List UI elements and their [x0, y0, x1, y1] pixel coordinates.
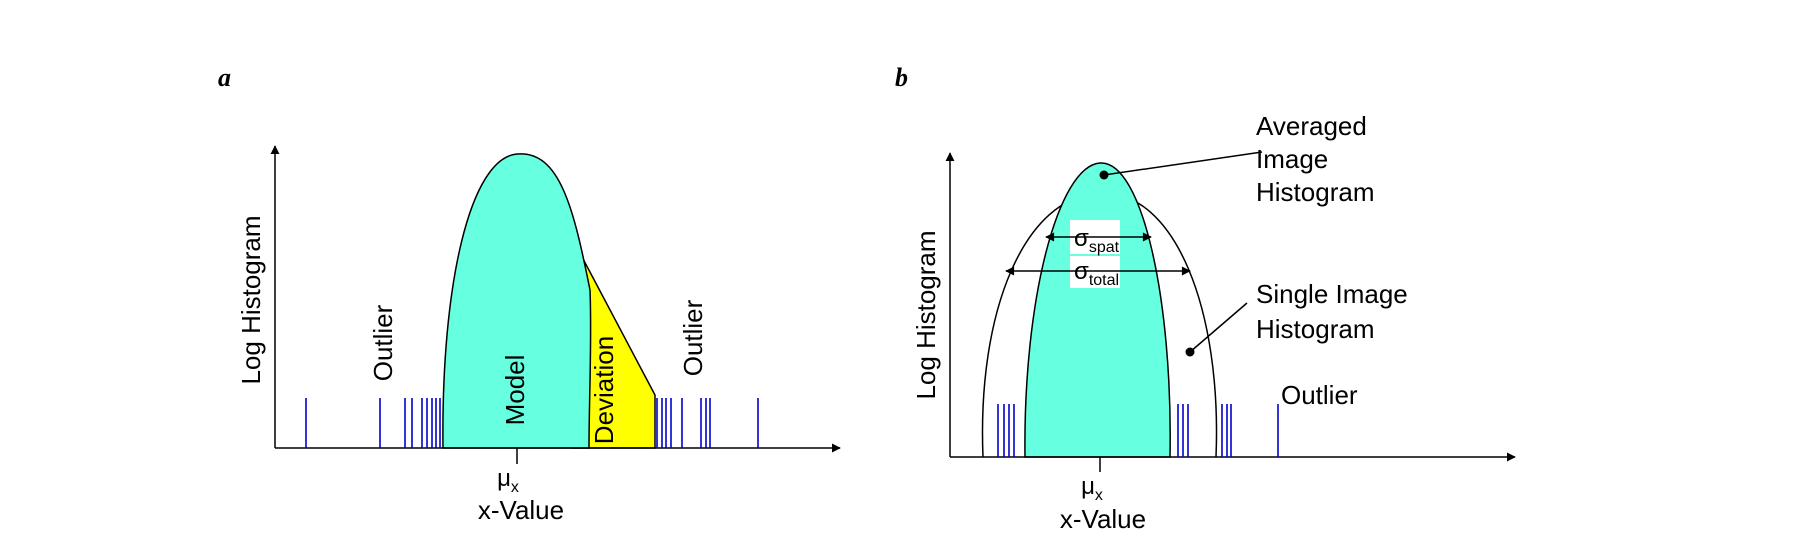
x-axis-label-a: x-Value — [478, 495, 564, 525]
model-label: Model — [500, 355, 530, 426]
single-label-line2: Histogram — [1256, 314, 1374, 344]
panel-a-label: a — [218, 63, 231, 92]
mu-subscript-b: x — [1095, 487, 1103, 504]
mu-symbol-b: μ — [1081, 473, 1095, 500]
sigma-total-subscript: total — [1089, 272, 1119, 289]
deviation-label: Deviation — [589, 336, 619, 444]
averaged-label-line3: Histogram — [1256, 177, 1374, 207]
outlier-right-label: Outlier — [678, 299, 708, 376]
mu-label-a: μx — [497, 465, 519, 496]
sigma-spat-label: σspat — [1074, 225, 1120, 256]
outlier-label-b: Outlier — [1281, 380, 1358, 410]
y-axis-label-a: Log Histogram — [236, 215, 266, 384]
sigma-spat-symbol: σ — [1074, 225, 1089, 252]
single-callout-dot — [1185, 347, 1195, 357]
panel-b-label: b — [895, 63, 908, 92]
sigma-spat-subscript: spat — [1089, 239, 1120, 256]
mu-subscript-a: x — [511, 479, 519, 496]
outlier-left-label: Outlier — [368, 304, 398, 381]
single-callout-line — [1189, 302, 1248, 353]
averaged-label-line1: Averaged — [1256, 111, 1367, 141]
x-axis-label-b: x-Value — [1060, 504, 1146, 534]
mu-symbol-a: μ — [497, 465, 511, 492]
averaged-image-histogram-curve — [1024, 162, 1171, 458]
single-label-line1: Single Image — [1256, 279, 1408, 309]
model-curve — [442, 153, 592, 449]
outlier-ticks-a — [305, 398, 759, 448]
panel-b: b — [895, 63, 1516, 534]
averaged-callout-line — [1103, 151, 1263, 176]
averaged-callout-dot — [1099, 170, 1109, 180]
panel-a: a — [218, 63, 841, 525]
sigma-total-label: σtotal — [1074, 258, 1119, 289]
mu-label-b: μx — [1081, 473, 1103, 504]
outlier-ticks-b — [997, 404, 1279, 457]
averaged-label-line2: Image — [1256, 144, 1328, 174]
y-axis-label-b: Log Histogram — [911, 230, 941, 399]
sigma-total-symbol: σ — [1074, 258, 1089, 285]
